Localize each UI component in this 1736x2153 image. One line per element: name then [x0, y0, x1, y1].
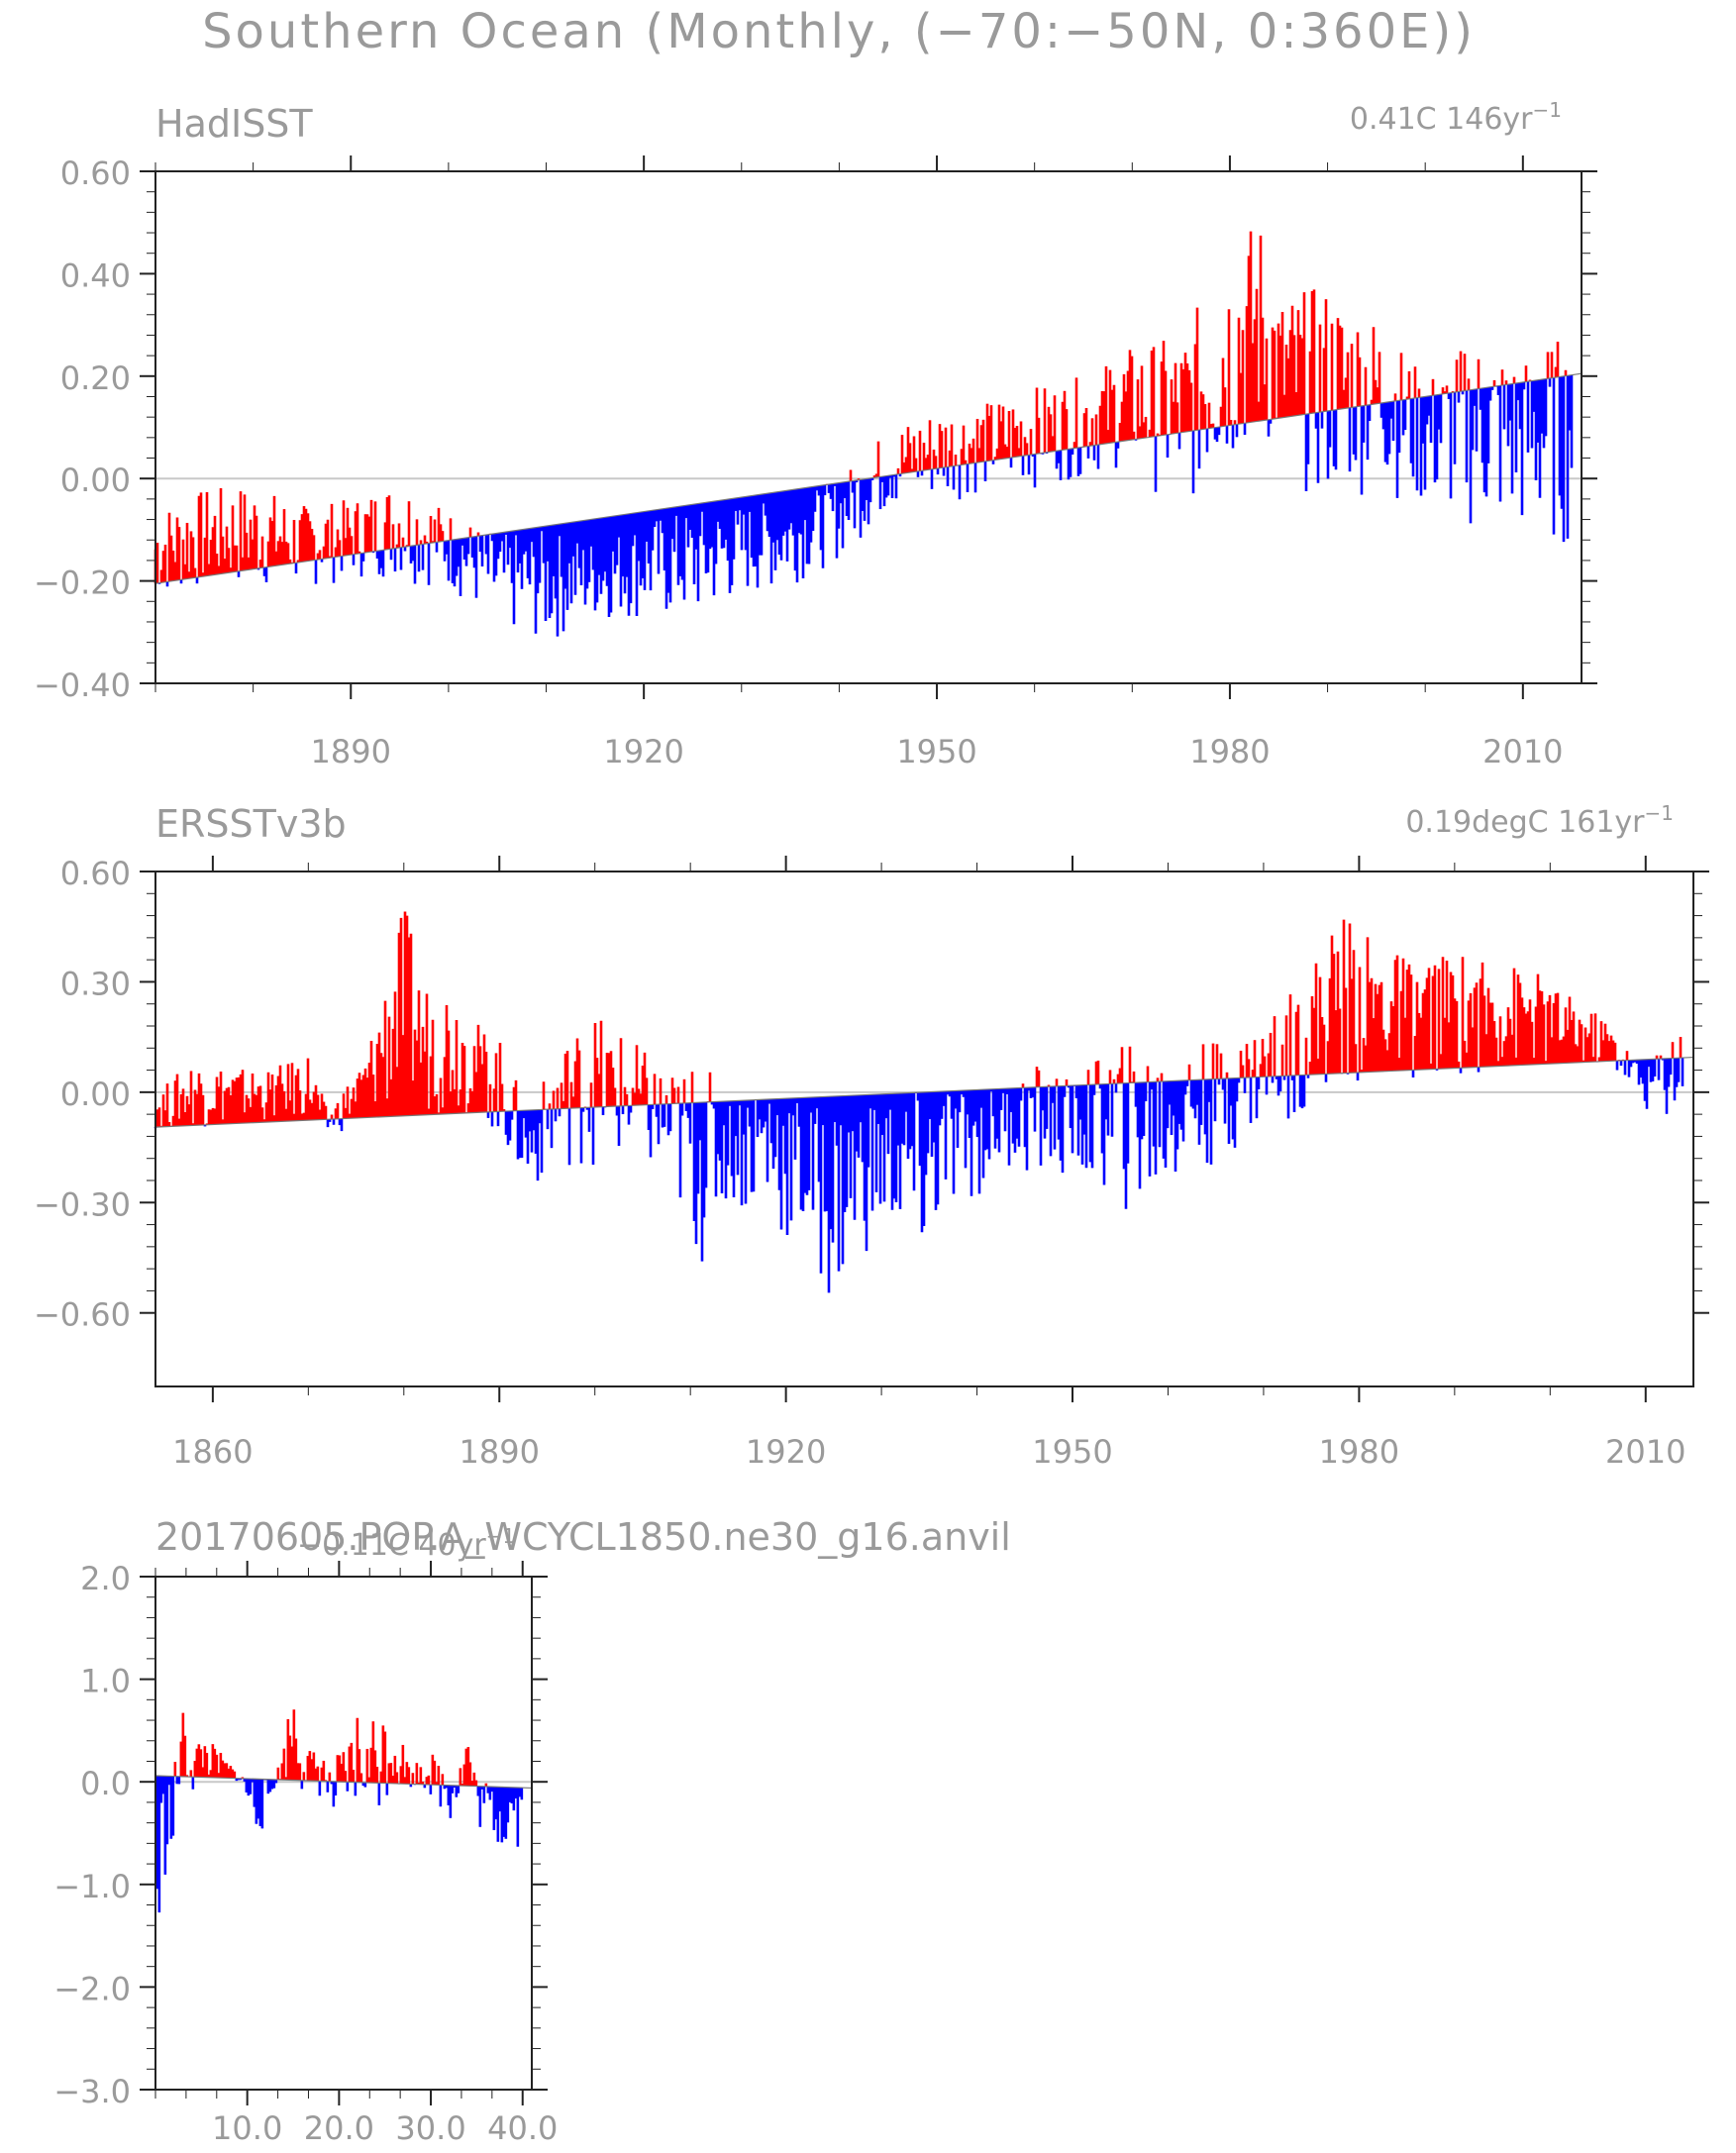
plot-frame: [154, 871, 1694, 1387]
x-tick-label: 1950: [1032, 1433, 1112, 1471]
y-tick-label: 2.0: [80, 1560, 131, 1597]
y-tick-label: −1.0: [53, 1868, 131, 1905]
trend-annotation-exponent: −1: [1645, 801, 1674, 825]
y-tick-label: 0.00: [60, 461, 131, 499]
x-tick-label: 2010: [1482, 733, 1563, 770]
y-tick-label: 0.60: [60, 154, 131, 192]
trend-annotation-text: 0.41C 146yr: [1350, 102, 1533, 137]
panel-3: −3.0 −2.0 −1.0 0.0 1.0 2.0 10.0 20.0 30.0 40.0 201…: [53, 1515, 1011, 2147]
panel-title: HadISST: [155, 102, 313, 146]
x-tick-label: 1980: [1319, 1433, 1399, 1471]
y-tick-label: −3.0: [53, 2073, 131, 2110]
x-tick-label: 20.0: [304, 2109, 374, 2147]
trend-annotation: 0.41C 146yr−1: [1350, 98, 1562, 137]
y-tick-label: −0.20: [34, 564, 131, 602]
anomaly-bars: [153, 231, 1574, 637]
trend-line: [154, 1775, 533, 1790]
y-tick-label: −2.0: [53, 1970, 131, 2007]
panel-1: −0.40 −0.20 0.00 0.20 0.40 0.60 1890 1920 1950 19…: [34, 98, 1597, 770]
anomaly-bars: [155, 1709, 524, 1913]
y-tick-label: 0.00: [60, 1076, 131, 1113]
y-tick-label: 1.0: [80, 1663, 131, 1700]
trend-annotation-exponent: −1: [486, 1524, 515, 1548]
panel-2: −0.60 −0.30 0.00 0.30 0.60 1860 1890 1920 1950 19…: [34, 801, 1709, 1471]
x-tick-label: 1860: [172, 1433, 253, 1471]
trend-annotation: 0.19degC 161yr−1: [1405, 801, 1674, 840]
y-tick-label: 0.0: [80, 1765, 131, 1802]
y-tick-label: −0.40: [34, 666, 131, 704]
x-tick-label: 30.0: [395, 2109, 465, 2147]
x-tick-label: 40.0: [487, 2109, 558, 2147]
figure-title: Southern Ocean (Monthly, (−70:−50N, 0:36…: [202, 4, 1476, 59]
trend-line: [154, 372, 1583, 584]
y-tick-label: 0.40: [60, 256, 131, 294]
trend-annotation-text: 0.19degC 161yr: [1405, 805, 1645, 840]
x-tick-label: 2010: [1605, 1433, 1685, 1471]
y-tick-label: −0.60: [34, 1296, 131, 1334]
anomaly-bars: [153, 911, 1685, 1293]
trend-annotation-text: −0.11C 40yr: [297, 1528, 486, 1563]
panel-title: 20170605.POP.A_WCYCL1850.ne30_g16.anvil: [155, 1515, 1011, 1559]
x-tick-label: 1890: [460, 1433, 540, 1471]
plot-frame: [154, 170, 1583, 684]
x-tick-label: 1980: [1189, 733, 1270, 770]
y-tick-label: 0.30: [60, 965, 131, 1002]
plot-frame: [154, 1576, 533, 2091]
trend-line: [154, 1056, 1694, 1128]
trend-annotation: −0.11C 40yr−1: [297, 1524, 515, 1563]
y-tick-label: −0.30: [34, 1185, 131, 1223]
x-tick-label: 10.0: [212, 2109, 282, 2147]
panel-title: ERSSTv3b: [155, 802, 347, 846]
y-tick-label: 0.20: [60, 359, 131, 397]
trend-annotation-exponent: −1: [1533, 98, 1562, 122]
x-tick-label: 1950: [896, 733, 976, 770]
x-tick-label: 1920: [746, 1433, 826, 1471]
y-tick-label: 0.60: [60, 855, 131, 892]
x-tick-label: 1890: [311, 733, 391, 770]
x-tick-label: 1920: [603, 733, 683, 770]
